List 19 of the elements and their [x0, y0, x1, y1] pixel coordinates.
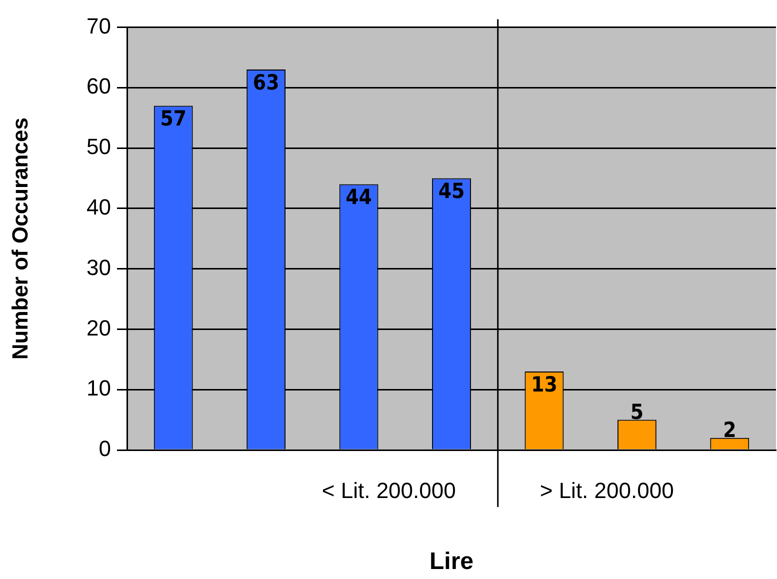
- y-tick-label: 0: [98, 436, 111, 462]
- data-label: 44: [346, 185, 372, 210]
- data-label: 57: [160, 106, 187, 131]
- data-label: 13: [531, 372, 558, 396]
- data-label: 45: [438, 179, 465, 204]
- y-tick-label: 20: [86, 315, 111, 340]
- data-label: 63: [252, 70, 280, 94]
- y-tick-label: 10: [86, 376, 111, 401]
- data-label: 2: [723, 418, 736, 442]
- y-tick-label: 40: [86, 194, 111, 220]
- data-label: 5: [630, 400, 644, 424]
- text: > Lit. 200.000: [540, 478, 674, 504]
- text: < Lit. 200.000: [322, 478, 456, 504]
- y-tick-label: 30: [86, 254, 111, 280]
- y-tick-label: 50: [86, 134, 111, 160]
- y-tick-label: 60: [86, 74, 111, 99]
- y-axis-title: Number of Occurances: [7, 118, 32, 360]
- y-tick-label: 70: [86, 13, 111, 38]
- x-axis-title: Lire: [429, 548, 474, 576]
